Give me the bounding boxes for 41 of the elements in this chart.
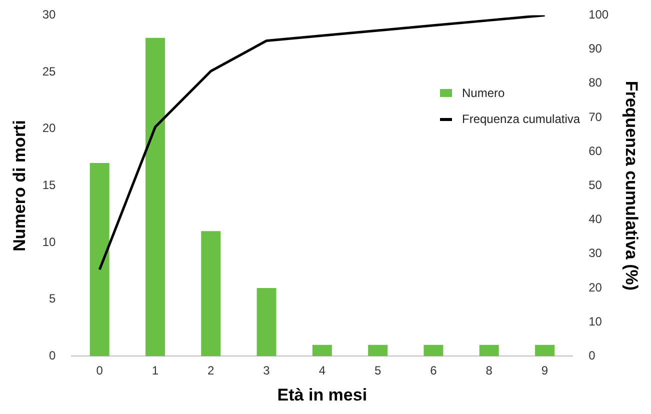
y2-tick-label: 30	[588, 246, 602, 260]
bar	[312, 344, 332, 356]
y-tick-label: 20	[42, 121, 56, 136]
x-tick-label: 2	[208, 364, 215, 378]
y-tick-label: 5	[49, 292, 56, 306]
bar	[201, 231, 221, 356]
y2-axis-title: Frequenza cumulativa (%)	[622, 80, 642, 291]
y2-tick-label: 0	[588, 348, 596, 363]
bar	[145, 38, 165, 356]
legend-label: Numero	[462, 86, 505, 100]
y2-tick-label: 70	[588, 110, 602, 124]
bar	[368, 344, 388, 356]
x-tick-label: 8	[486, 364, 493, 378]
x-tick-label: 0	[96, 364, 104, 378]
y-tick-label: 30	[42, 8, 56, 22]
y-tick-label: 0	[49, 348, 56, 363]
bar	[535, 344, 554, 356]
bar	[256, 288, 276, 356]
y-tick-label: 10	[42, 234, 56, 249]
y-tick-label: 25	[42, 64, 56, 78]
y-axis-title: Numero di morti	[10, 120, 29, 252]
y2-tick-label: 100	[588, 8, 609, 22]
y2-tick-label: 40	[588, 212, 602, 226]
y-tick-label: 15	[42, 178, 56, 192]
bar	[479, 344, 499, 356]
y2-tick-label: 50	[588, 178, 602, 192]
x-axis-title: Età in mesi	[277, 385, 368, 404]
y2-tick-label: 10	[588, 314, 602, 328]
y2-tick-label: 60	[588, 144, 602, 158]
bar	[424, 344, 444, 356]
bar	[90, 162, 110, 356]
x-tick-label: 6	[430, 364, 438, 378]
x-tick-label: 9	[541, 364, 548, 378]
y2-tick-label: 80	[588, 76, 602, 90]
x-tick-label: 1	[152, 364, 159, 378]
legend-label: Frequenza cumulativa	[462, 112, 580, 126]
y2-tick-label: 90	[588, 42, 602, 56]
x-tick-label: 5	[374, 364, 382, 378]
x-tick-label: 3	[263, 364, 270, 378]
x-tick-label: 4	[318, 364, 326, 378]
y2-tick-label: 20	[588, 280, 602, 294]
